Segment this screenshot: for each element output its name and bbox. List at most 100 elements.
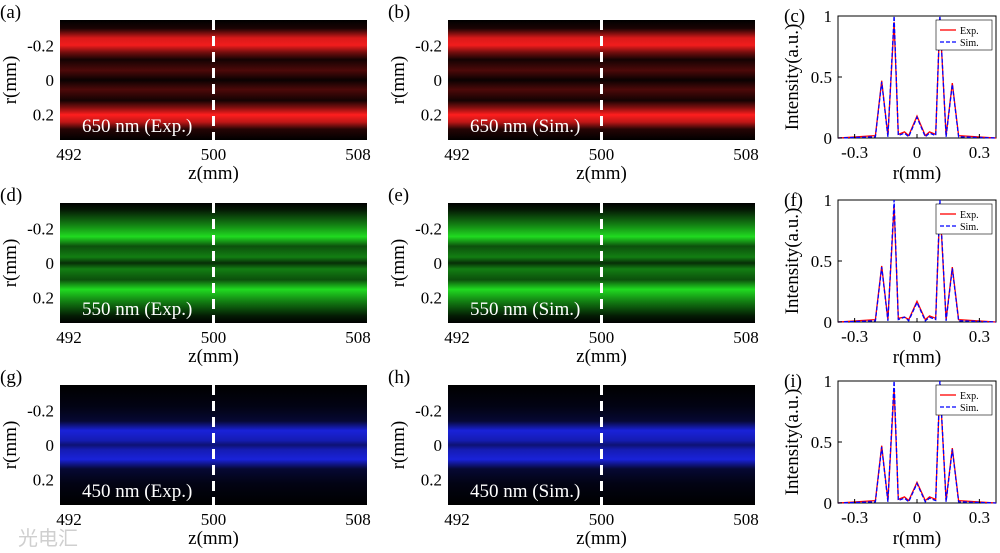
y-tick-label: 0 (824, 313, 833, 332)
wavelength-caption: 450 nm (Sim.) (470, 481, 580, 502)
y-tick-label: -0.2 (415, 220, 442, 239)
x-tick-label: 492 (444, 510, 470, 529)
wavelength-caption: 650 nm (Sim.) (470, 116, 580, 137)
watermark: 光电汇 (18, 527, 78, 550)
y-tick-label: 0.5 (811, 252, 832, 271)
x-tick-label: 492 (56, 328, 82, 347)
x-tick-label: 508 (345, 328, 371, 347)
y-tick-label: 1 (824, 191, 833, 210)
series-line-sim (837, 15, 997, 139)
y-tick-label: 0.2 (33, 105, 54, 124)
x-tick-label: 500 (589, 328, 615, 347)
heatmap-panel: (b) 650 nm (Sim.) -0.2 0 0.2 r(mm) 492 500 508 z(… (388, 2, 759, 184)
x-tick-label: 500 (201, 145, 227, 164)
legend-label: Exp. (960, 391, 979, 402)
legend-box (935, 19, 993, 51)
x-tick-label: -0.3 (841, 327, 868, 346)
x-tick-label: 0.3 (969, 327, 990, 346)
y-tick-label: -0.2 (27, 402, 54, 421)
y-tick-label: 0 (46, 71, 55, 90)
heatmap-panel: (a) 650 nm (Exp.) -0.2 0 0.2 r(mm) 492 500 508 z(… (0, 2, 371, 184)
profile-panel: -0.3 0 0.3 0 0.5 1 r(mm) Intensity(a.u.)(f) Exp.… (782, 190, 997, 368)
legend-label: Exp. (960, 210, 979, 221)
legend-label: Sim. (960, 403, 979, 414)
panel-label: (b) (388, 2, 410, 23)
x-tick-label: 0.3 (969, 508, 990, 527)
y-tick-label: 0 (46, 254, 55, 273)
x-tick-label: 508 (733, 145, 759, 164)
y-axis-label: r(mm) (0, 56, 21, 105)
panel-label: (h) (388, 367, 410, 388)
y-tick-label: -0.2 (415, 37, 442, 56)
y-tick-label: 1 (824, 372, 833, 391)
legend-label: Sim. (960, 38, 979, 49)
x-tick-label: 508 (345, 145, 371, 164)
x-axis-label: z(mm) (576, 163, 627, 184)
y-tick-label: 0.5 (811, 433, 832, 452)
x-tick-label: 0 (913, 327, 922, 346)
x-tick-label: 492 (56, 510, 82, 529)
y-tick-label: 0 (434, 436, 443, 455)
y-tick-label: 0.5 (811, 68, 832, 87)
series-line-sim (837, 199, 997, 323)
y-tick-label: 1 (824, 7, 833, 26)
x-axis-label: z(mm) (576, 346, 627, 367)
wavelength-caption: 550 nm (Sim.) (470, 299, 580, 320)
y-tick-label: 0 (824, 129, 833, 148)
panel-label: (i) (784, 371, 802, 392)
x-tick-label: 500 (589, 510, 615, 529)
profile-panel: -0.3 0 0.3 0 0.5 1 r(mm) Intensity(a.u.)(c) Exp.… (782, 6, 997, 184)
legend-box (935, 203, 993, 235)
wavelength-caption: 450 nm (Exp.) (82, 481, 192, 502)
y-axis-label: r(mm) (0, 239, 21, 288)
panel-label: (d) (0, 185, 22, 206)
y-tick-label: 0 (46, 436, 55, 455)
legend-label: Sim. (960, 222, 979, 233)
panel-label: (c) (784, 6, 805, 27)
y-tick-label: 0.2 (421, 288, 442, 307)
legend-box (935, 384, 993, 416)
x-tick-label: -0.3 (841, 508, 868, 527)
x-tick-label: 508 (733, 328, 759, 347)
y-axis-label: Intensity(a.u.) (782, 24, 803, 131)
x-tick-label: -0.3 (841, 143, 868, 162)
profile-panel: -0.3 0 0.3 0 0.5 1 r(mm) Intensity(a.u.)(i) Exp.… (782, 371, 997, 549)
x-tick-label: 500 (201, 328, 227, 347)
x-tick-label: 508 (733, 510, 759, 529)
x-axis-label: z(mm) (188, 346, 239, 367)
y-tick-label: 0.2 (33, 288, 54, 307)
x-tick-label: 492 (444, 145, 470, 164)
wavelength-caption: 550 nm (Exp.) (82, 299, 192, 320)
wavelength-caption: 650 nm (Exp.) (82, 116, 192, 137)
x-axis-label: z(mm) (188, 163, 239, 184)
x-axis-label: z(mm) (576, 528, 627, 549)
y-tick-label: 0 (434, 254, 443, 273)
y-tick-label: 0.2 (421, 470, 442, 489)
panel-label: (e) (388, 185, 409, 206)
heatmap-panel: (d) 550 nm (Exp.) -0.2 0 0.2 r(mm) 492 500 508 z(… (0, 185, 371, 367)
x-tick-label: 500 (589, 145, 615, 164)
heatmap-panel: (h) 450 nm (Sim.) -0.2 0 0.2 r(mm) 492 500 508 z(… (388, 367, 759, 549)
y-axis-label: r(mm) (388, 421, 409, 470)
x-tick-label: 492 (56, 145, 82, 164)
y-tick-label: 0.2 (33, 470, 54, 489)
legend-label: Exp. (960, 26, 979, 37)
panel-label: (g) (0, 367, 22, 388)
y-tick-label: 0 (824, 494, 833, 513)
y-tick-label: 0.2 (421, 105, 442, 124)
panel-label: (a) (0, 2, 21, 23)
y-axis-label: Intensity(a.u.) (782, 208, 803, 315)
x-axis-label: r(mm) (893, 347, 942, 368)
y-axis-label: r(mm) (388, 239, 409, 288)
x-axis-label: r(mm) (893, 163, 942, 184)
x-tick-label: 0 (913, 143, 922, 162)
y-tick-label: -0.2 (27, 220, 54, 239)
y-tick-label: -0.2 (415, 402, 442, 421)
x-tick-label: 508 (345, 510, 371, 529)
y-tick-label: 0 (434, 71, 443, 90)
series-line-sim (837, 380, 997, 504)
x-tick-label: 500 (201, 510, 227, 529)
y-axis-label: r(mm) (0, 421, 21, 470)
y-tick-label: -0.2 (27, 37, 54, 56)
